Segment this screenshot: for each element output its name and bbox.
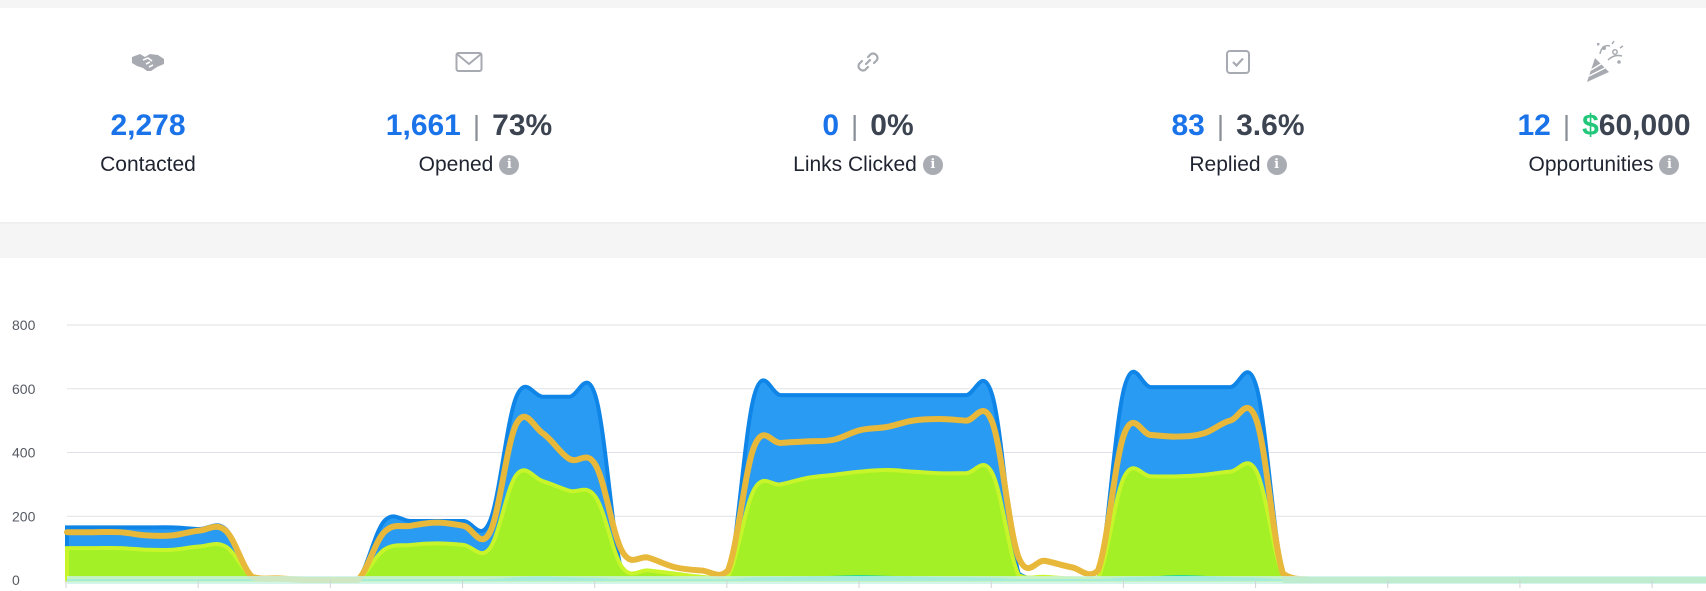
stat-values: 2,278 <box>0 104 298 148</box>
stat-secondary-value: 73% <box>492 109 553 142</box>
stat-contacted[interactable]: 2,278 Contacted <box>0 8 298 222</box>
stat-secondary-value: 0% <box>870 109 914 142</box>
stat-opportunities[interactable]: 12 | $60,000 Opportunities i <box>1454 8 1706 222</box>
stats-summary-card: 2,278 Contacted 1,661 | 73% Opened i 0 | 0% Link… <box>0 8 1706 222</box>
stat-values: 12 | $60,000 <box>1454 104 1706 148</box>
link-icon <box>718 42 1018 82</box>
stat-separator: | <box>1216 110 1225 141</box>
stat-label: Replied <box>1189 153 1261 176</box>
series-area-green <box>65 461 1706 582</box>
stat-separator: | <box>851 110 859 141</box>
stat-label: Opened <box>418 153 494 176</box>
y-tick-label: 600 <box>12 381 36 397</box>
stat-label-row: Contacted <box>0 150 298 180</box>
info-icon[interactable]: i <box>499 155 520 175</box>
stat-label: Links Clicked <box>793 153 917 176</box>
y-tick-label: 400 <box>12 445 36 461</box>
stat-primary-value: 12 <box>1517 109 1551 142</box>
stat-secondary-value: 3.6% <box>1236 109 1305 142</box>
stat-links-clicked[interactable]: 0 | 0% Links Clicked i <box>718 8 1018 222</box>
stat-label: Opportunities <box>1528 153 1654 176</box>
stat-label-row: Opportunities i <box>1454 150 1706 180</box>
stat-values: 1,661 | 73% <box>319 104 619 148</box>
handshake-icon <box>0 42 298 82</box>
activity-chart: 800 600 400 200 0 <box>0 258 1706 591</box>
stat-replied[interactable]: 83 | 3.6% Replied i <box>1088 8 1388 222</box>
baseline-strip <box>67 576 1706 584</box>
stat-values: 0 | 0% <box>718 104 1018 148</box>
baseline-strip-future <box>1283 577 1706 583</box>
y-tick-label: 200 <box>12 508 36 524</box>
party-popper-icon <box>1454 40 1706 82</box>
stat-label-row: Replied i <box>1088 150 1388 180</box>
currency-sign: $ <box>1582 109 1599 142</box>
stat-label-row: Links Clicked i <box>718 150 1018 180</box>
info-icon[interactable]: i <box>922 155 943 175</box>
activity-chart-svg: 800 600 400 200 0 <box>12 317 1706 588</box>
stat-label: Contacted <box>100 153 196 176</box>
stat-secondary-value: 60,000 <box>1598 109 1691 142</box>
stat-values: 83 | 3.6% <box>1088 104 1388 148</box>
stat-primary-value: 83 <box>1171 109 1205 142</box>
info-icon[interactable]: i <box>1266 155 1287 175</box>
info-icon[interactable]: i <box>1659 155 1680 175</box>
y-tick-label: 800 <box>12 317 36 333</box>
stat-separator: | <box>472 110 481 141</box>
stat-primary-value: 1,661 <box>385 109 461 142</box>
stat-separator: | <box>1562 110 1571 141</box>
stat-primary-value: 0 <box>822 109 840 142</box>
y-tick-label: 0 <box>12 572 20 588</box>
checkbox-icon <box>1088 42 1388 82</box>
envelope-icon <box>319 42 619 82</box>
stat-primary-value: 2,278 <box>110 109 186 142</box>
stat-opened[interactable]: 1,661 | 73% Opened i <box>319 8 619 222</box>
stat-label-row: Opened i <box>319 150 619 180</box>
